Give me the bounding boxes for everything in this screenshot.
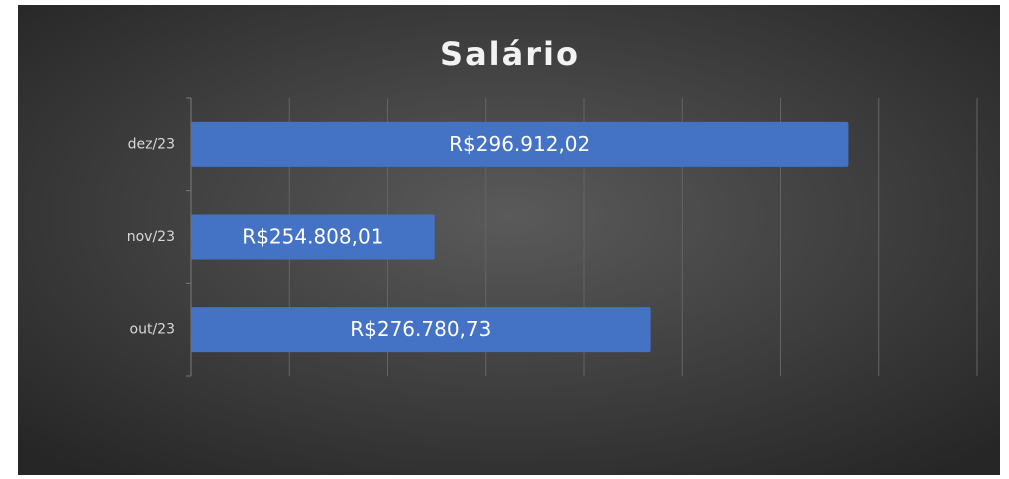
y-tick-label: nov/23 — [127, 229, 175, 245]
y-tick-label: dez/23 — [128, 136, 175, 152]
data-label: R$276.780,73 — [350, 317, 491, 341]
chart-background — [18, 5, 1000, 475]
bar — [191, 121, 849, 167]
data-label: R$296.912,02 — [449, 132, 590, 156]
chart-title: Salário — [440, 35, 580, 73]
bar — [191, 214, 435, 260]
y-tick-label: out/23 — [130, 322, 175, 338]
data-label: R$254.808,01 — [242, 225, 383, 249]
bar — [191, 307, 651, 353]
